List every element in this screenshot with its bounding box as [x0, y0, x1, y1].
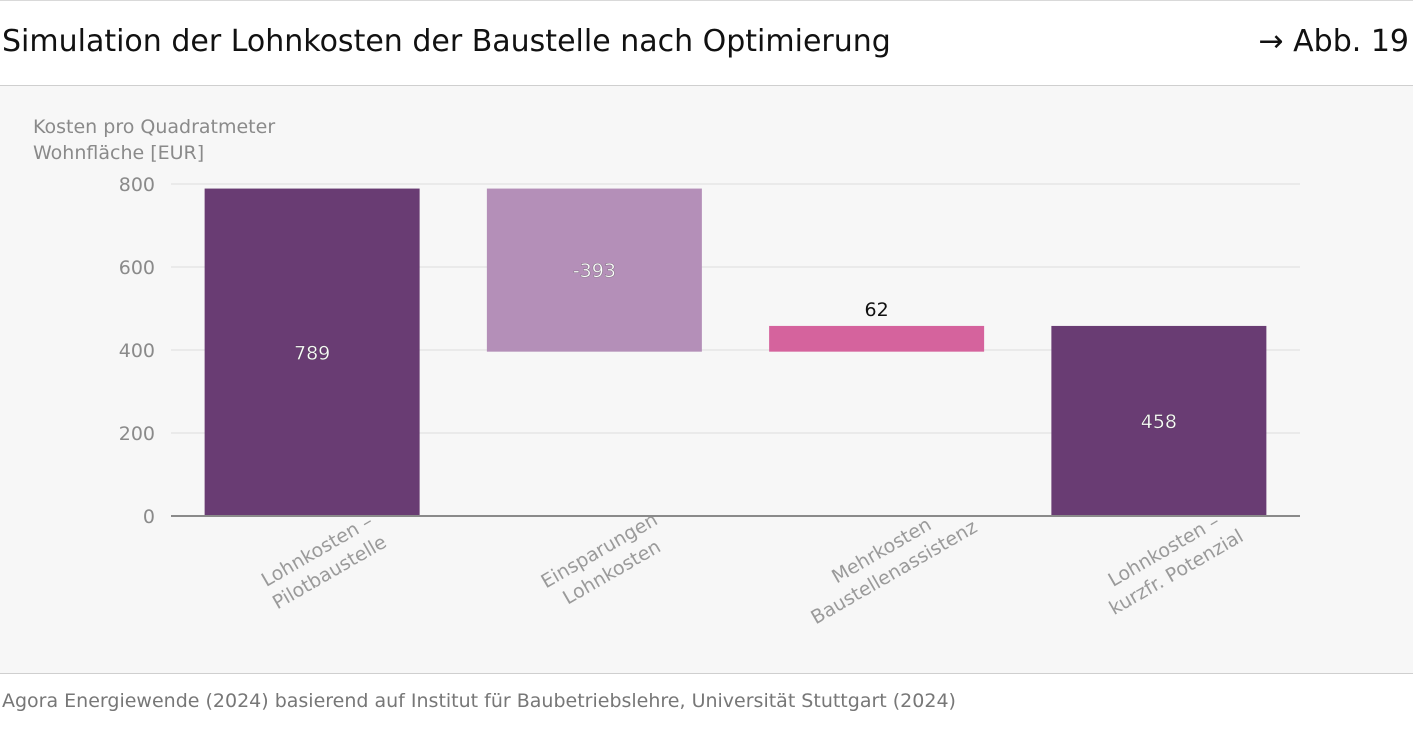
y-tick-label: 0 — [143, 506, 155, 528]
y-tick-label: 200 — [119, 423, 155, 445]
top-rule — [0, 0, 1413, 1]
data-labels: 789 -393 62 458 — [294, 260, 1178, 433]
bar — [486, 188, 702, 352]
source-note: Agora Energiewende (2024) basierend auf … — [2, 690, 956, 712]
waterfall-chart: Kosten pro Quadratmeter Wohnfläche [EUR]… — [33, 116, 1300, 629]
bar-value-label: 789 — [294, 342, 330, 364]
bar — [1051, 325, 1267, 516]
figure-header: Simulation der Lohnkosten der Baustelle … — [0, 0, 1413, 86]
category-label: Lohnkosten –kurzfr. Potenzial — [1104, 510, 1247, 620]
category-label: Lohnkosten –Pilotbaustelle — [258, 510, 391, 614]
bar — [204, 188, 420, 516]
header-divider — [0, 85, 1413, 86]
y-axis-label-line-1: Kosten pro Quadratmeter — [33, 116, 275, 138]
y-axis-ticks: 0 200 400 600 800 — [119, 174, 155, 528]
chart-panel: Kosten pro Quadratmeter Wohnfläche [EUR]… — [0, 86, 1413, 673]
figure-reference-link[interactable]: → Abb. 19 — [1258, 24, 1409, 59]
y-tick-label: 800 — [119, 174, 155, 196]
bars — [204, 188, 1267, 516]
bar-value-label: -393 — [573, 260, 616, 282]
y-tick-label: 600 — [119, 257, 155, 279]
bar-value-label: 62 — [865, 299, 889, 321]
bar-value-label: 458 — [1141, 411, 1177, 433]
bar — [769, 325, 985, 352]
panel-divider — [0, 673, 1413, 674]
chart-title: Simulation der Lohnkosten der Baustelle … — [2, 24, 891, 59]
y-axis-label-line-2: Wohnfläche [EUR] — [33, 142, 204, 164]
y-tick-label: 400 — [119, 340, 155, 362]
